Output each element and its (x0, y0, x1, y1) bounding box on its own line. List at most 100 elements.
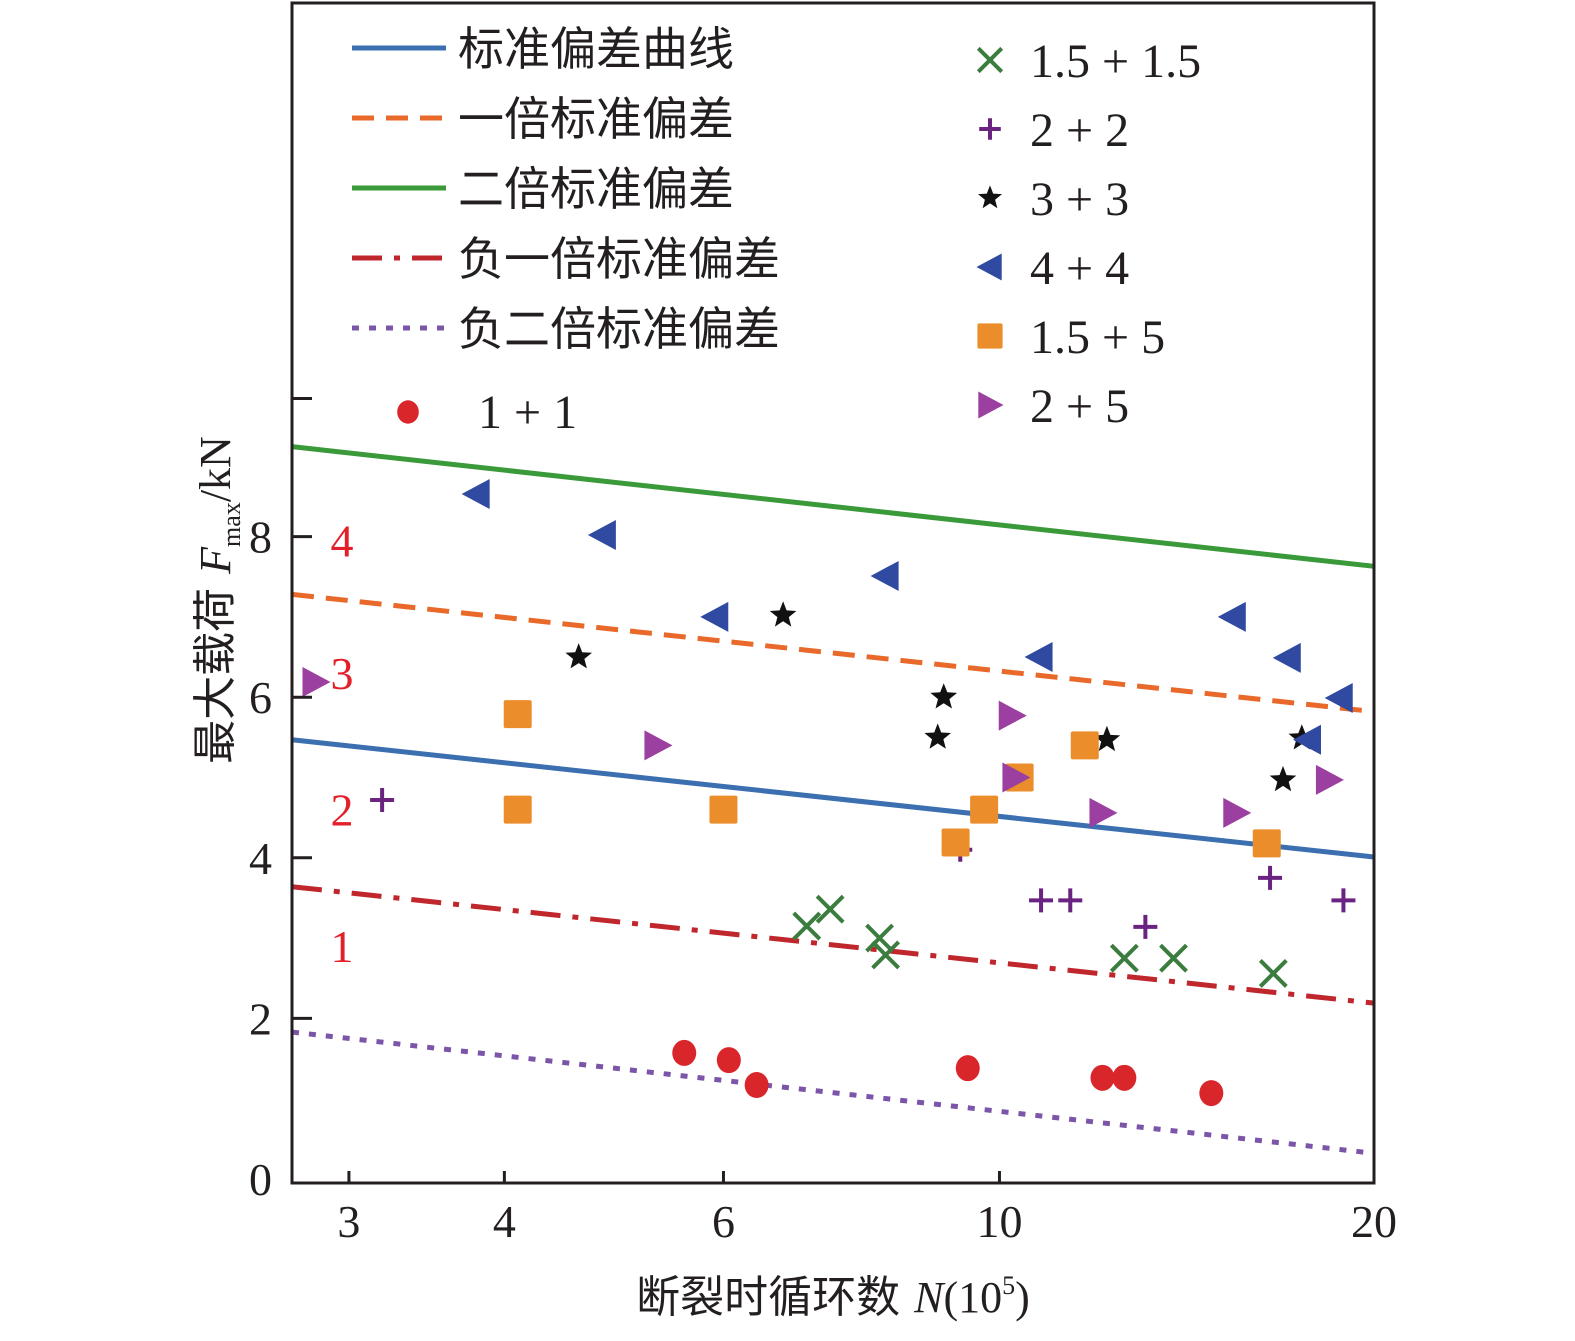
region-label: 4 (331, 516, 354, 567)
x-tick-label: 20 (1351, 1196, 1397, 1247)
marker-circle (1090, 1064, 1115, 1091)
marker-star (1269, 765, 1297, 792)
y-axis: 0 2 4 6 8 (249, 396, 312, 1205)
marker-x (815, 894, 845, 924)
marker-x (1109, 943, 1139, 973)
legend-line-label: 一倍标准偏差 (458, 92, 734, 146)
series-1-1 (672, 1039, 1224, 1107)
marker-triangle-right (998, 700, 1027, 731)
legend-marker-label: 4 + 4 (1030, 242, 1129, 295)
marker-square (977, 323, 1003, 349)
marker-plus (1058, 888, 1083, 913)
legend-markers: 1.5 + 1.5 2 + 2 3 + 3 4 + 4 1.5 + 5 2 + 5 (976, 35, 1201, 433)
fit-line-0 (291, 737, 1375, 860)
legend-line-label: 标准偏差曲线 (458, 22, 734, 76)
marker-triangle-left (870, 560, 899, 591)
plot-frame (290, 1, 1376, 1185)
marker-triangle-right (644, 730, 673, 761)
marker-plus (1258, 865, 1283, 890)
marker-plus (1331, 888, 1356, 913)
marker-square (1070, 731, 1099, 760)
marker-triangle-left (700, 601, 729, 632)
x-axis-title: 断裂时循环数 N(105) (636, 1271, 1030, 1323)
legend-marker-label: 1 + 1 (478, 386, 577, 439)
marker-plus (979, 118, 1001, 140)
marker-triangle-left (1217, 601, 1246, 632)
legend-marker-label: 1.5 + 1.5 (1030, 35, 1201, 88)
x-tick-label: 6 (712, 1196, 735, 1247)
marker-triangle-left (1024, 642, 1053, 673)
region-label: 3 (331, 648, 354, 699)
x-axis: 3 4 6 10 20 (337, 1171, 1397, 1247)
marker-triangle-right (1002, 762, 1031, 793)
fit-line-3 (291, 884, 1375, 1006)
y-axis-title: 最大载荷 Fmax/kN (190, 436, 246, 764)
marker-plus (370, 787, 395, 812)
marker-triangle-left (976, 253, 1002, 281)
series-4-4 (461, 479, 1353, 755)
marker-triangle-right (1315, 764, 1344, 795)
marker-triangle-left (1292, 724, 1321, 755)
fit-lines (291, 444, 1375, 1156)
marker-square (1252, 829, 1281, 858)
legend-marker-label: 3 + 3 (1030, 173, 1129, 226)
x-tick-label: 3 (337, 1196, 360, 1247)
marker-x (976, 46, 1004, 74)
marker-x (1159, 943, 1188, 973)
legend-marker-label: 2 + 5 (1030, 380, 1129, 433)
marker-circle (716, 1047, 741, 1074)
fit-line-4 (291, 1029, 1375, 1156)
marker-star (769, 601, 797, 627)
legend-line-label: 二倍标准偏差 (458, 162, 734, 216)
y-tick-label: 4 (249, 833, 272, 884)
marker-triangle-left (461, 479, 490, 510)
marker-square (941, 828, 970, 857)
marker-star (1093, 725, 1121, 752)
marker-star (565, 643, 592, 669)
marker-x (871, 940, 901, 970)
y-tick-label: 8 (249, 512, 272, 563)
region-labels: 1 2 3 4 (331, 516, 354, 973)
fit-line-1 (291, 591, 1375, 715)
marker-x (1258, 959, 1288, 988)
marker-square (503, 795, 532, 824)
marker-triangle-right (302, 666, 331, 697)
marker-star (978, 185, 1002, 209)
series-1-5-1-5 (792, 894, 1288, 988)
marker-triangle-left (1272, 642, 1301, 673)
series-2-5 (302, 666, 1344, 828)
marker-star (924, 723, 951, 749)
series-3-3 (565, 601, 1316, 792)
data-points (302, 479, 1356, 1107)
marker-x (865, 923, 894, 953)
marker-circle (955, 1055, 980, 1082)
marker-plus (1133, 914, 1158, 939)
y-tick-label: 6 (249, 672, 272, 723)
marker-triangle-right (978, 391, 1004, 419)
marker-circle (397, 400, 419, 424)
marker-star (930, 683, 958, 709)
legend-marker-label: 2 + 2 (1030, 104, 1129, 157)
marker-triangle-left (1324, 683, 1353, 714)
marker-triangle-right (1089, 797, 1118, 828)
y-tick-label: 2 (249, 993, 272, 1044)
legend-line-label: 负二倍标准偏差 (458, 302, 780, 356)
region-label: 1 (331, 921, 354, 972)
marker-square (503, 700, 532, 729)
x-tick-label: 10 (976, 1196, 1022, 1247)
legend-marker-label: 1.5 + 5 (1030, 311, 1165, 364)
marker-square (709, 795, 738, 824)
marker-circle (672, 1039, 697, 1066)
marker-plus (1029, 888, 1054, 913)
y-tick-label: 0 (249, 1154, 272, 1205)
marker-circle (1199, 1080, 1224, 1107)
marker-triangle-left (587, 519, 616, 550)
legend-line-label: 负一倍标准偏差 (458, 232, 780, 286)
marker-x (792, 911, 822, 941)
marker-triangle-right (1223, 797, 1252, 828)
marker-square (970, 795, 999, 824)
x-tick-label: 4 (493, 1196, 516, 1247)
marker-circle (1112, 1064, 1137, 1091)
